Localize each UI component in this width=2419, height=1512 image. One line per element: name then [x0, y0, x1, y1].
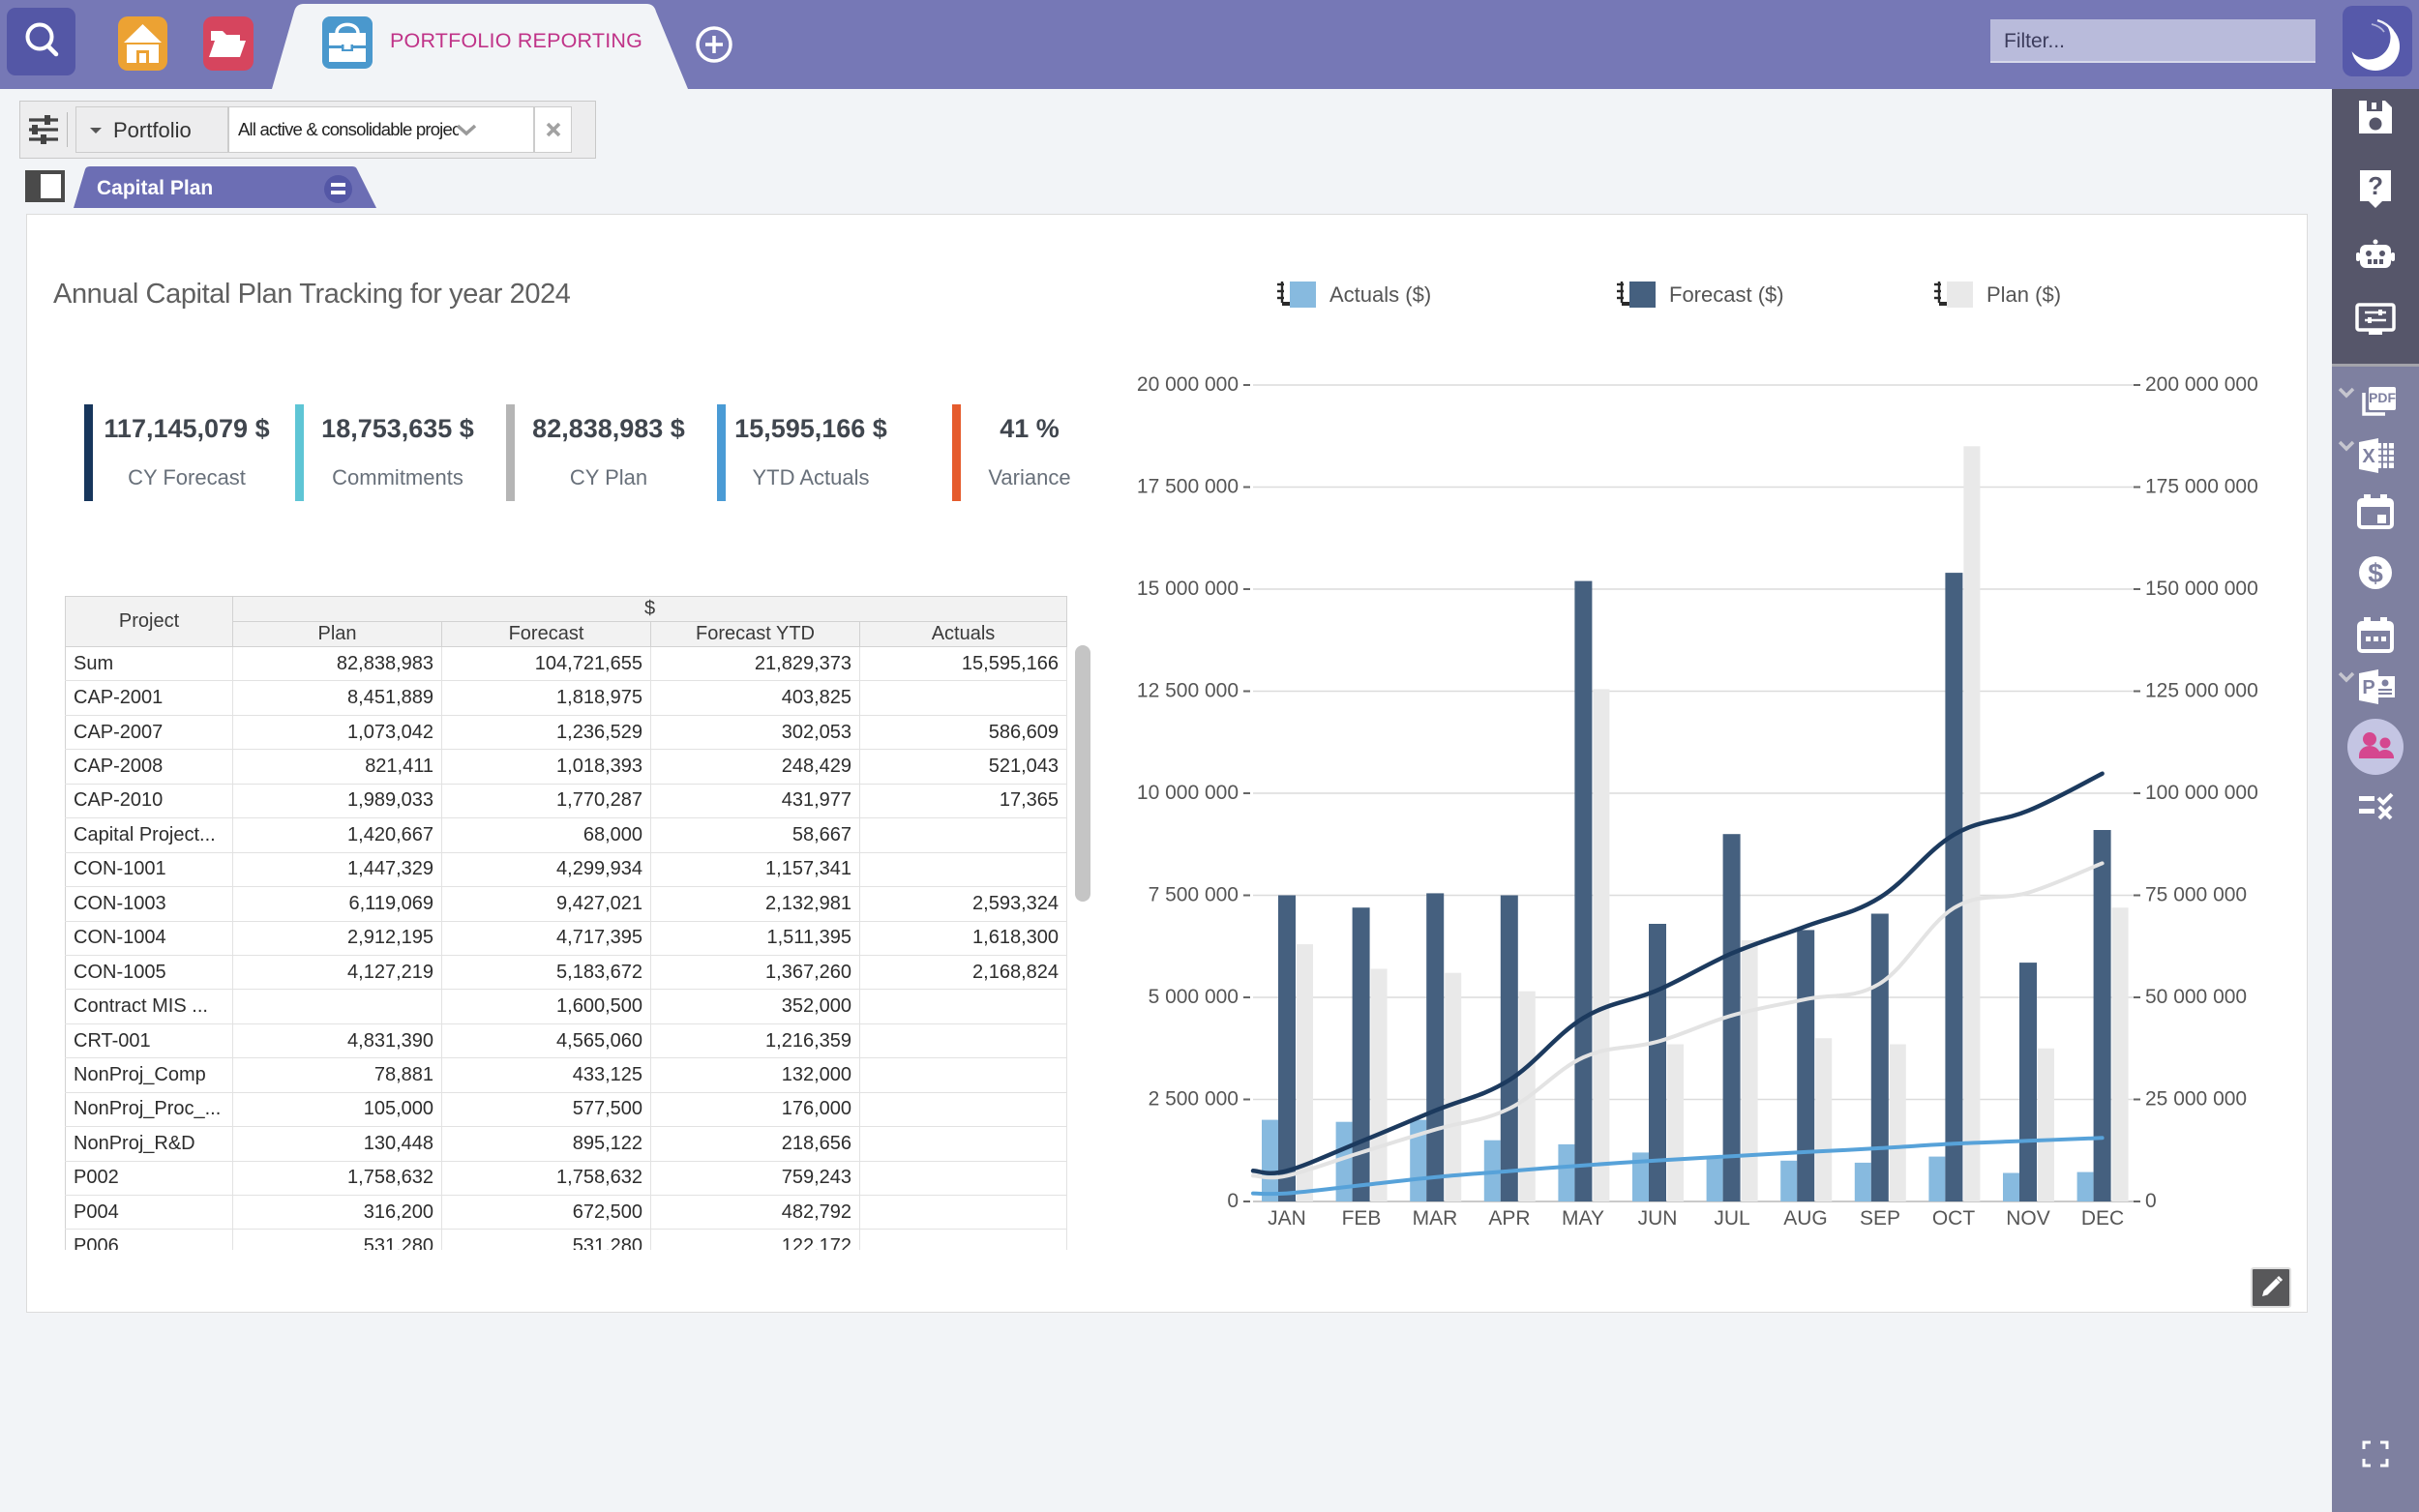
svg-text:100 000 000: 100 000 000: [2145, 782, 2258, 804]
svg-text:125 000 000: 125 000 000: [2145, 680, 2258, 702]
svg-text:Actuals ($): Actuals ($): [1329, 282, 1431, 307]
svg-text:AUG: AUG: [1783, 1207, 1828, 1230]
svg-text:$: $: [2368, 558, 2383, 588]
svg-text:0: 0: [1227, 1190, 1239, 1212]
svg-text:JUN: JUN: [1638, 1207, 1678, 1230]
svg-text:NOV: NOV: [2006, 1207, 2050, 1230]
svg-text:2 500 000: 2 500 000: [1149, 1088, 1239, 1111]
svg-text:0: 0: [2145, 1190, 2157, 1212]
svg-text:APR: APR: [1488, 1207, 1530, 1230]
svg-text:?: ?: [2368, 171, 2383, 200]
svg-text:20 000 000: 20 000 000: [1137, 373, 1239, 396]
svg-text:5 000 000: 5 000 000: [1149, 986, 1239, 1008]
svg-text:17 500 000: 17 500 000: [1137, 476, 1239, 498]
svg-text:150 000 000: 150 000 000: [2145, 578, 2258, 600]
svg-text:7 500 000: 7 500 000: [1149, 884, 1239, 906]
svg-text:175 000 000: 175 000 000: [2145, 476, 2258, 498]
svg-text:DEC: DEC: [2081, 1207, 2124, 1230]
svg-text:SEP: SEP: [1860, 1207, 1900, 1230]
svg-text:JAN: JAN: [1268, 1207, 1306, 1230]
svg-text:75 000 000: 75 000 000: [2145, 884, 2247, 906]
svg-text:OCT: OCT: [1932, 1207, 1976, 1230]
svg-text:15 000 000: 15 000 000: [1137, 578, 1239, 600]
svg-text:FEB: FEB: [1342, 1207, 1382, 1230]
svg-text:JUL: JUL: [1714, 1207, 1749, 1230]
svg-text:Plan ($): Plan ($): [1986, 282, 2061, 307]
svg-text:50 000 000: 50 000 000: [2145, 986, 2247, 1008]
svg-text:P: P: [2362, 677, 2374, 698]
svg-text:MAR: MAR: [1413, 1207, 1458, 1230]
svg-text:X: X: [2362, 446, 2375, 467]
svg-text:Forecast ($): Forecast ($): [1669, 282, 1784, 307]
svg-text:25 000 000: 25 000 000: [2145, 1088, 2247, 1111]
svg-text:MAY: MAY: [1562, 1207, 1604, 1230]
svg-text:200 000 000: 200 000 000: [2145, 373, 2258, 396]
svg-text:12 500 000: 12 500 000: [1137, 680, 1239, 702]
svg-text:PDF: PDF: [2369, 390, 2396, 405]
svg-text:10 000 000: 10 000 000: [1137, 782, 1239, 804]
